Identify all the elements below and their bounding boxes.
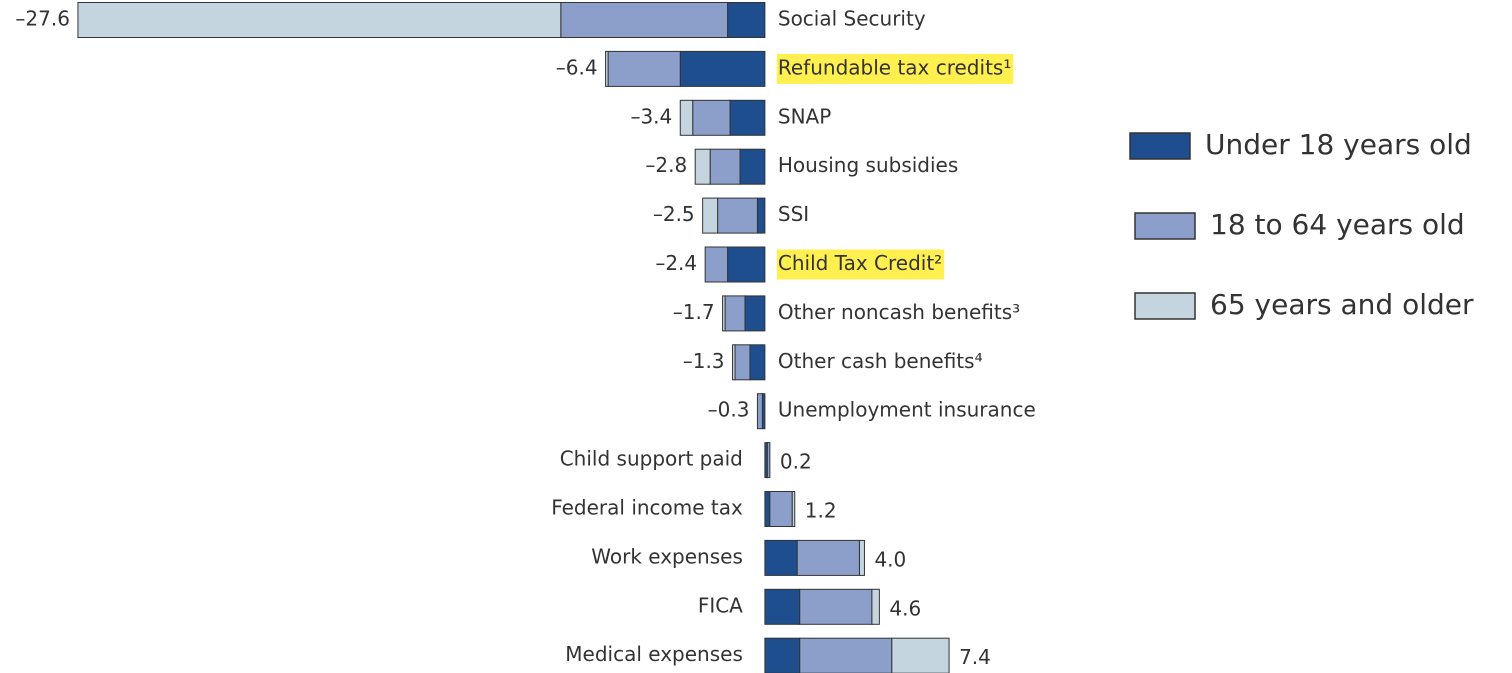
bar-segment [607,50,681,87]
bar-segment [791,491,796,527]
legend-swatch [1134,212,1196,240]
category-label: SNAP [778,104,831,128]
bar-segment [871,588,880,625]
category-label: Federal income tax [551,496,743,520]
category-label: Child support paid [560,447,743,471]
category-label: Refundable tax credits¹ [778,55,1011,79]
bar-segment [756,197,766,234]
value-label: –2.5 [653,202,695,226]
category-label: SSI [778,202,809,226]
category-label: Social Security [778,7,926,31]
bar-segment [694,148,711,185]
bar-segment [560,2,729,38]
bar-segment [605,50,609,87]
value-label: 4.6 [889,596,921,620]
category-label: Other noncash benefits³ [778,300,1020,324]
value-label: 1.2 [805,499,837,523]
value-label: 7.4 [959,645,991,669]
bar-segment [796,539,860,576]
bar-segment [692,99,731,136]
category-label: Other cash benefits⁴ [778,349,983,373]
bar-segment [744,295,766,332]
bar-segment [77,2,562,38]
bar-segment [764,588,801,625]
bar-segment [799,588,873,625]
bar-segment [749,344,766,381]
category-label: FICA [698,593,743,617]
value-label: –3.4 [630,104,672,128]
value-label: –6.4 [556,55,598,79]
bar-segment [724,295,746,332]
bar-segment [717,197,758,234]
bar-segment [764,539,798,576]
bar-segment [799,637,893,673]
bar-segment [727,246,766,283]
bar-segment [858,539,865,576]
bar-segment [679,50,766,87]
bar-segment [766,442,771,479]
value-label: –2.8 [645,153,687,177]
legend-swatch [1129,132,1191,160]
value-label: –27.6 [15,7,70,31]
legend-swatch [1134,292,1196,320]
bar-segment [709,148,741,185]
bar-segment [756,393,763,430]
bar-segment [769,491,793,527]
bar-segment [729,99,766,136]
highlight [776,53,1014,84]
bar-segment [702,197,719,234]
bar-segment [764,637,801,673]
value-label: 4.0 [874,547,906,571]
category-label: Work expenses [591,544,743,568]
bar-segment [891,637,950,673]
legend-label: Under 18 years old [1205,128,1472,161]
value-label: –0.3 [708,398,750,422]
bar-segment [727,2,766,38]
bar-segment [734,344,751,381]
highlight-layer [776,53,1014,280]
value-label: –1.3 [683,349,725,373]
bar-segment [679,99,694,136]
category-label: Child Tax Credit² [778,251,942,275]
category-label: Unemployment insurance [778,398,1036,422]
value-label: –2.4 [655,251,697,275]
category-label: Housing subsidies [778,153,958,177]
category-label: Medical expenses [565,642,743,666]
bar-segment [764,491,771,527]
bar-segment [732,344,736,381]
legend-label: 65 years and older [1210,288,1474,321]
bar-segment [722,295,726,332]
highlight [776,249,945,280]
value-label: –1.7 [673,300,715,324]
value-label: 0.2 [780,450,812,474]
bar-segment [739,148,766,185]
legend-label: 18 to 64 years old [1210,208,1465,241]
bar-segment [704,246,729,283]
